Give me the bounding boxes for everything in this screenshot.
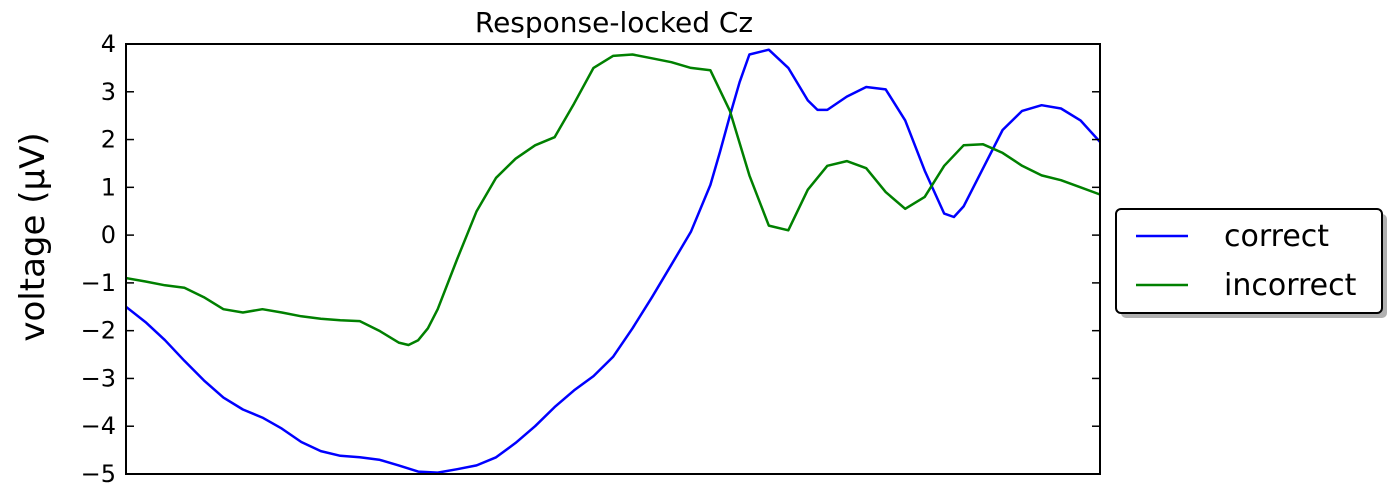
y-tick-label: −2	[81, 317, 116, 345]
y-tick-label: 2	[101, 126, 116, 154]
y-tick-label: −3	[81, 364, 116, 392]
y-tick-label: 0	[101, 221, 116, 249]
y-tick-label: 4	[101, 30, 116, 58]
y-axis-label: voltage (µV)	[13, 132, 53, 341]
y-tick-label: −1	[81, 269, 116, 297]
series-line-incorrect	[125, 53, 1101, 347]
legend-label-incorrect: incorrect	[1224, 268, 1357, 303]
chart-title: Response-locked Cz	[475, 6, 753, 39]
plot-frame	[125, 43, 1101, 475]
y-tick-label: −5	[81, 460, 116, 488]
legend-label-correct: correct	[1224, 219, 1329, 254]
y-tick-label: −4	[81, 412, 116, 440]
y-tick-label: 1	[101, 173, 116, 201]
series-line-correct	[125, 48, 1101, 474]
y-tick-label: 3	[101, 78, 116, 106]
tick-layer: 4 3 2 1 0 −1 −2 −3 −4 −5	[81, 30, 1100, 488]
legend: correct incorrect	[1115, 208, 1387, 318]
series-layer	[125, 48, 1101, 474]
